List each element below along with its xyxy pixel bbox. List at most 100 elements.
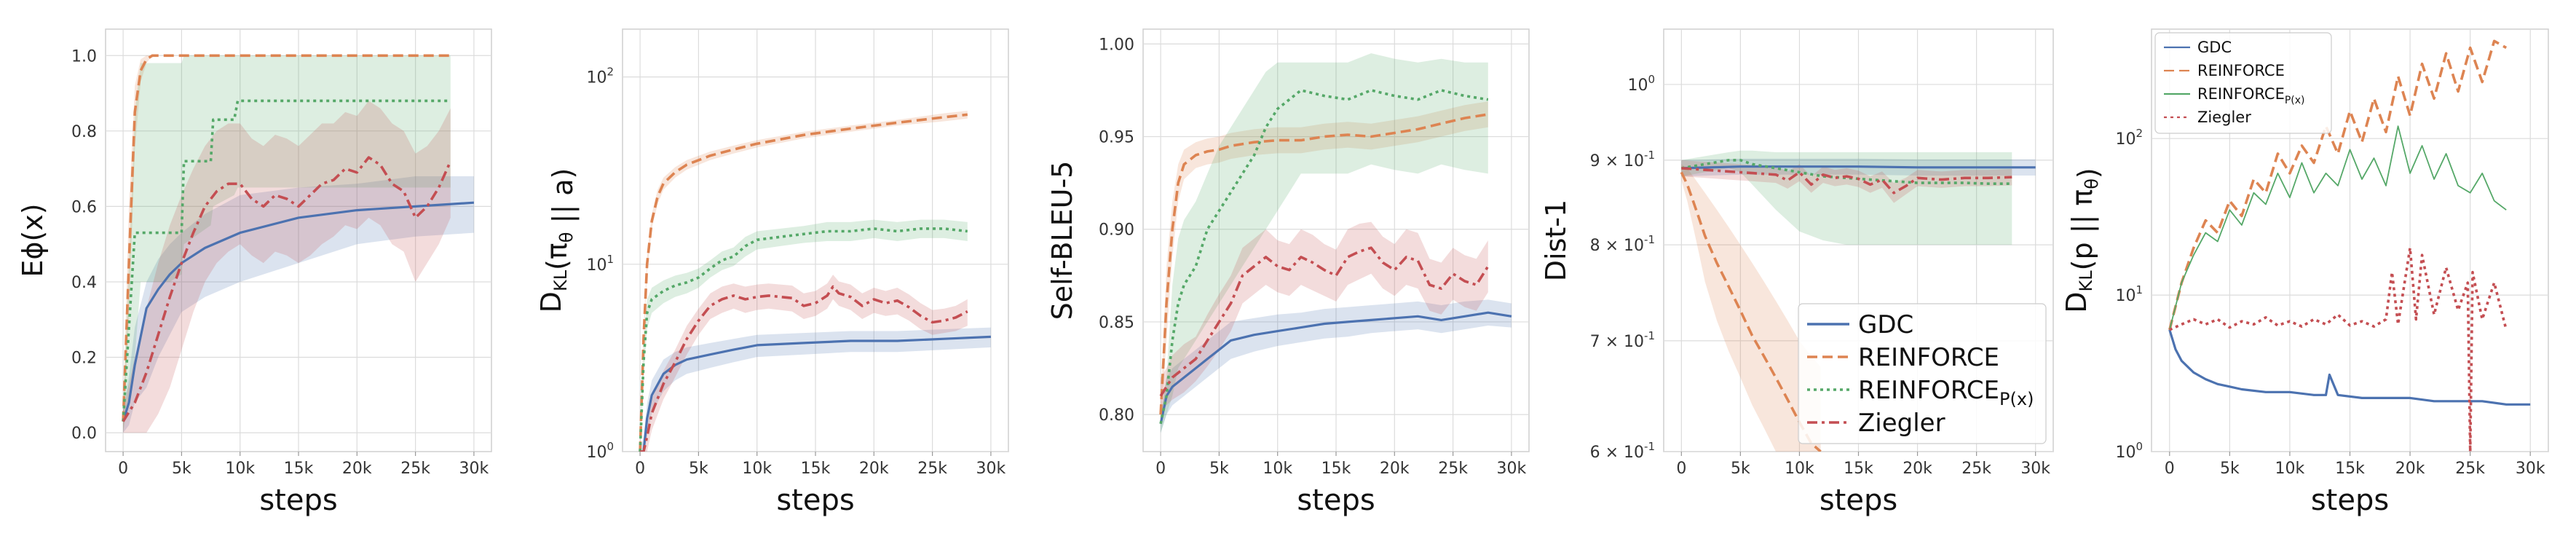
x-tick-label: 15k <box>1321 460 1351 478</box>
chart-panel-2: 0 5k 10k 15k 20k 25k 30k 100 101 102 steps DKL(πθ |… <box>535 28 1009 517</box>
x-axis-label: steps <box>2311 484 2389 517</box>
chart-panel-3: 0 5k 10k 15k 20k 25k 30k 0.80 0.85 0.90 0.95 1.00 st… <box>1046 28 1530 517</box>
x-tick-label: 0 <box>635 460 645 478</box>
x-tick-label: 30k <box>1497 460 1527 478</box>
band-ziegler <box>1161 221 1488 415</box>
y-tick-label: 101 <box>2115 283 2143 305</box>
x-tick-label: 15k <box>2335 460 2365 478</box>
series-line-ziegler <box>640 285 968 452</box>
y-tick-label: 9 × 10-1 <box>1590 149 1655 170</box>
x-tick-label: 25k <box>400 460 430 478</box>
x-tick-label: 25k <box>2455 460 2485 478</box>
legend-label-reinforce: REINFORCE <box>2197 62 2285 79</box>
x-tick-label: 10k <box>742 460 772 478</box>
y-tick-label: 0.8 <box>71 123 97 141</box>
legend-label-gdc: GDC <box>2197 39 2232 56</box>
x-tick-label: 30k <box>459 460 489 478</box>
y-tick-label: 0.90 <box>1099 221 1134 240</box>
y-axis-label: DKL(πθ || a) <box>535 168 580 313</box>
legend-label-reinforce-px: REINFORCEP(x) <box>2197 85 2305 106</box>
x-tick-label: 5k <box>1209 460 1229 478</box>
legend-label-ziegler: Ziegler <box>1858 409 1945 438</box>
series-line-reinforce <box>1159 113 1489 415</box>
x-tick-label: 20k <box>859 460 889 478</box>
x-tick-label: 25k <box>917 460 947 478</box>
x-tick-label: 10k <box>1263 460 1292 478</box>
series-line-ziegler <box>2169 246 2508 452</box>
x-tick-label: 15k <box>801 460 831 478</box>
band-gdc <box>123 176 474 433</box>
series-line-reinforce <box>2168 39 2508 331</box>
band-reinforce-px <box>123 55 451 433</box>
y-tick-label: 100 <box>586 440 614 462</box>
series-line-gdc <box>1159 311 1512 425</box>
series-layer <box>1159 53 1512 433</box>
series-layer <box>639 111 991 452</box>
x-tick-label: 5k <box>172 460 191 478</box>
y-tick-label: 0.2 <box>71 350 97 368</box>
legend-box <box>2154 32 2332 134</box>
x-tick-label: 20k <box>1380 460 1410 478</box>
band-ziegler <box>1681 160 2012 203</box>
x-tick-label: 10k <box>2275 460 2305 478</box>
legend-label-reinforce-px: REINFORCEP(x) <box>1858 376 2034 409</box>
x-tick-label: 0 <box>1155 460 1166 478</box>
x-tick-label: 10k <box>1785 460 1814 478</box>
band-ziegler <box>123 101 451 433</box>
x-tick-label: 25k <box>1961 460 1991 478</box>
band-reinforce <box>1681 164 1821 452</box>
y-tick-label: 102 <box>2115 127 2143 149</box>
x-tick-label: 5k <box>2220 460 2240 478</box>
legend-box <box>1798 303 2047 444</box>
series-line-gdc <box>1681 165 2036 170</box>
series-layer <box>2168 39 2531 452</box>
series-line-reinforce-px <box>2168 125 2507 331</box>
x-tick-label: 5k <box>689 460 708 478</box>
y-tick-label: 0.6 <box>71 198 97 216</box>
x-axis-label: steps <box>1820 484 1897 517</box>
x-tick-label: 25k <box>1438 460 1468 478</box>
legend: GDC REINFORCE REINFORCEP(x) Ziegler <box>2154 32 2332 134</box>
x-tick-label: 10k <box>225 460 255 478</box>
y-tick-label: 0.95 <box>1099 129 1134 147</box>
legend-label-ziegler: Ziegler <box>2197 109 2251 126</box>
y-tick-label: 0.85 <box>1099 314 1134 332</box>
x-tick-label: 0 <box>1676 460 1686 478</box>
series-line-reinforce-px <box>122 99 451 422</box>
series-layer <box>1680 150 2036 452</box>
legend-label-reinforce: REINFORCE <box>1858 343 1999 372</box>
legend-label-gdc: GDC <box>1858 310 1913 339</box>
x-tick-label: 20k <box>2395 460 2425 478</box>
y-axis-label: Eϕ(x) <box>17 203 49 277</box>
series-line-gdc <box>2168 329 2531 406</box>
y-tick-label: 8 × 10-1 <box>1590 233 1655 255</box>
x-tick-label: 30k <box>976 460 1006 478</box>
y-tick-label: 0.0 <box>71 425 97 443</box>
y-axis-label: DKL(p || πθ) <box>2061 168 2104 312</box>
x-axis-label: steps <box>1297 484 1375 517</box>
x-tick-label: 15k <box>1844 460 1873 478</box>
y-tick-label: 1.0 <box>71 47 97 66</box>
x-tick-label: 30k <box>2516 460 2545 478</box>
series-line-reinforce <box>1680 171 1822 452</box>
x-tick-label: 20k <box>342 460 372 478</box>
chart-panel-1: 0 5k 10k 15k 20k 25k 30k 0.0 0.2 0.4 0.6 0.8 1.0 step… <box>17 28 492 517</box>
y-axis-label: Dist-1 <box>1540 200 1572 281</box>
band-gdc <box>1161 299 1512 433</box>
band-gdc <box>640 327 991 452</box>
band-ziegler <box>640 275 968 452</box>
y-tick-label: 6 × 10-1 <box>1590 440 1655 462</box>
series-line-gdc <box>640 335 991 452</box>
y-tick-label: 100 <box>1627 73 1655 95</box>
x-tick-label: 0 <box>118 460 128 478</box>
y-tick-label: 100 <box>2115 440 2143 462</box>
x-tick-label: 20k <box>1903 460 1932 478</box>
y-axis-label: Self-BLEU-5 <box>1046 161 1078 320</box>
series-line-ziegler <box>122 156 452 422</box>
series-line-reinforce-px <box>1680 159 2012 185</box>
y-tick-label: 0.80 <box>1099 406 1134 425</box>
x-axis-label: steps <box>259 484 337 517</box>
x-tick-label: 0 <box>2165 460 2175 478</box>
band-reinforce-px <box>1161 53 1488 433</box>
